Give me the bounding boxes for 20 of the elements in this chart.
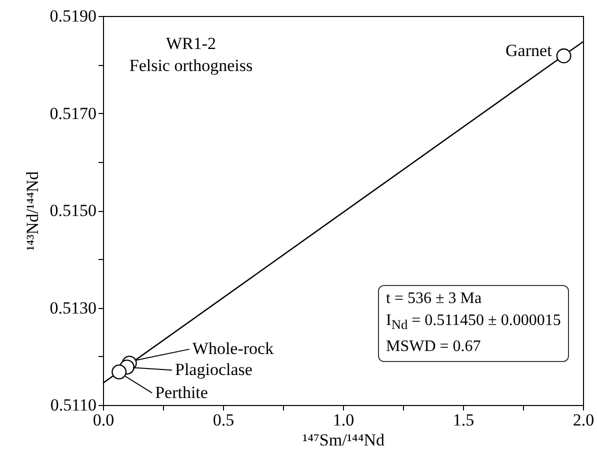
annotation: Perthite [155,382,208,402]
annotation: Plagioclase [175,360,252,380]
y-tick-label: 0.5150 [50,201,96,220]
annotation: Whole-rock [192,339,274,358]
annotation: WR1-2 [166,34,216,53]
x-tick-label: 1.5 [452,410,474,430]
annotation: MSWD = 0.67 [386,337,482,358]
annotation: Garnet [506,40,552,60]
annotation: t = 536 ± 3 Ma [386,289,483,309]
annotation: I$_{Nd}$ = 0.511450 ± 0.000015 [386,311,561,334]
x-tick-label: 2.0 [572,410,594,430]
y-tick-label: 0.5130 [50,298,96,318]
x-tick-label: 0.5 [212,410,234,430]
x-tick-label: 1.0 [332,410,354,430]
y-axis-title: ¹⁴³Nd/¹⁴⁴Nd [22,170,42,251]
annotation: Felsic orthogneiss [129,56,253,75]
y-tick-label: 0.5170 [50,104,96,123]
text-box: t = 536 ± 3 Ma I$_{Nd}$ = 0.511450 ± 0.000015 MSWD = 0.67 [378,285,569,362]
x-axis-title: ¹⁴⁷Sm/¹⁴⁴Nd [302,430,386,450]
y-tick-label: 0.5190 [50,6,96,26]
